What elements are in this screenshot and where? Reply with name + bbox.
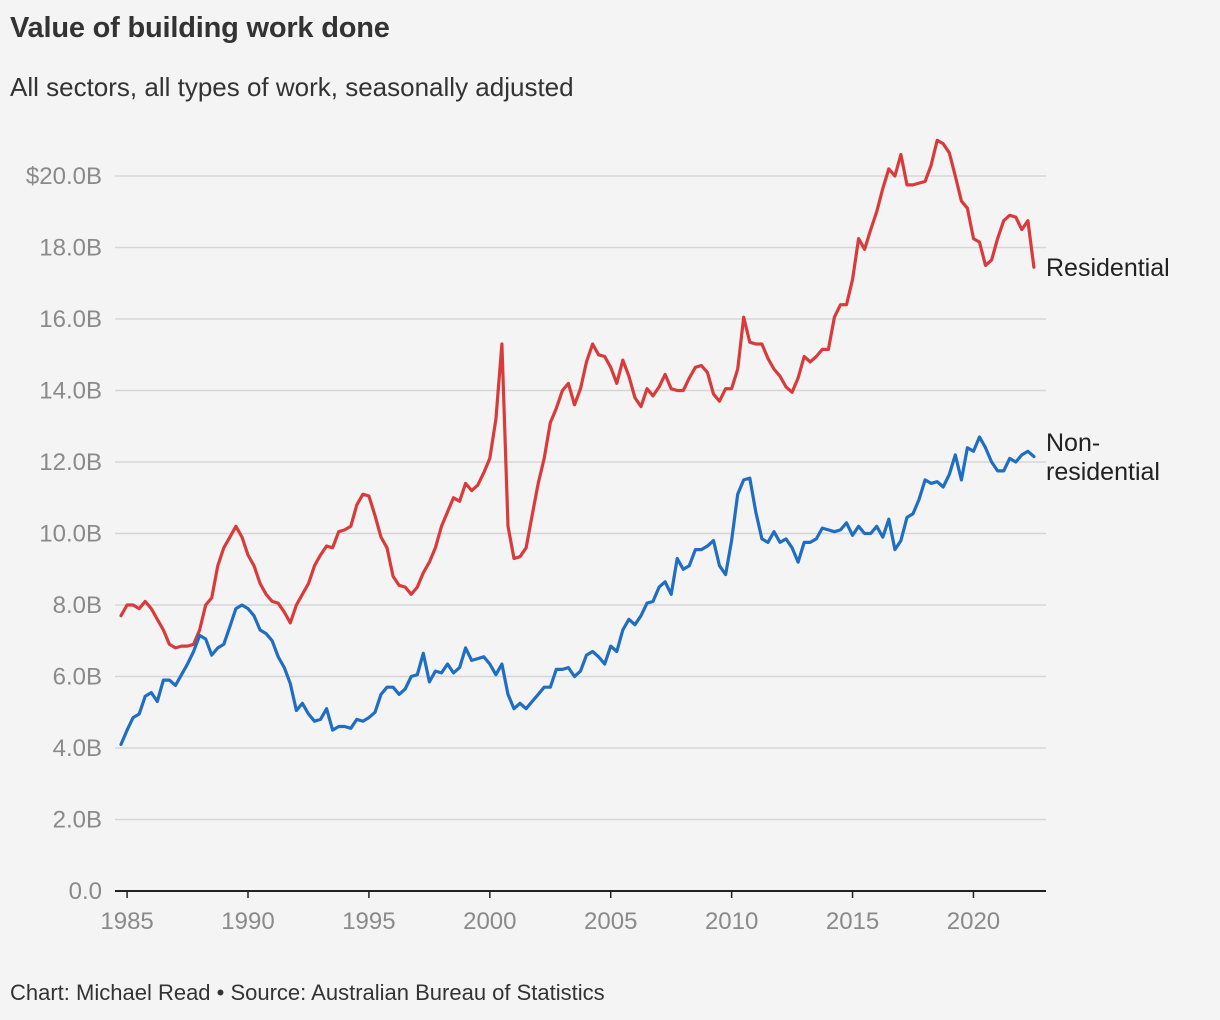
series-label-non-residential: residential <box>1046 458 1160 486</box>
y-tick-label: $20.0B <box>26 163 102 190</box>
series-label-residential: Residential <box>1046 254 1170 282</box>
gridlines <box>115 175 1046 821</box>
x-tick-label: 2010 <box>705 908 758 935</box>
chart-subtitle: All sectors, all types of work, seasonal… <box>10 72 574 102</box>
x-tick-label: 1990 <box>221 908 274 935</box>
x-tick-label: 2020 <box>947 908 1000 935</box>
x-tick-label: 1995 <box>342 908 395 935</box>
y-tick-label: 10.0B <box>39 521 102 548</box>
axes: 0.0 2.0B 4.0B 6.0B 8.0B 10.0B 12.0B 14.0B 16.0B 1… <box>26 163 1046 935</box>
y-tick-label: 14.0B <box>39 378 102 405</box>
series-line-residential <box>119 138 1036 650</box>
y-tick-label: 6.0B <box>53 664 102 691</box>
x-tick-label: 2005 <box>584 908 637 935</box>
y-tick-label: 16.0B <box>39 306 102 333</box>
chart-footer: Chart: Michael Read • Source: Australian… <box>10 980 605 1005</box>
y-tick-label: 2.0B <box>53 807 102 834</box>
y-tick-label: 0.0 <box>69 878 102 905</box>
y-tick-label: 8.0B <box>53 592 102 619</box>
chart-title: Value of building work done <box>10 12 390 44</box>
x-tick-label: 1985 <box>100 908 153 935</box>
series-lines <box>119 138 1036 746</box>
x-tick-label: 2015 <box>826 908 879 935</box>
series-label-non-residential: Non- <box>1046 429 1100 457</box>
y-tick-label: 12.0B <box>39 449 102 476</box>
series-labels: Residential Non-residential <box>1046 254 1170 486</box>
y-tick-label: 18.0B <box>39 235 102 262</box>
x-tick-label: 2000 <box>463 908 516 935</box>
y-tick-label: 4.0B <box>53 735 102 762</box>
series-line-non-residential <box>119 435 1036 746</box>
